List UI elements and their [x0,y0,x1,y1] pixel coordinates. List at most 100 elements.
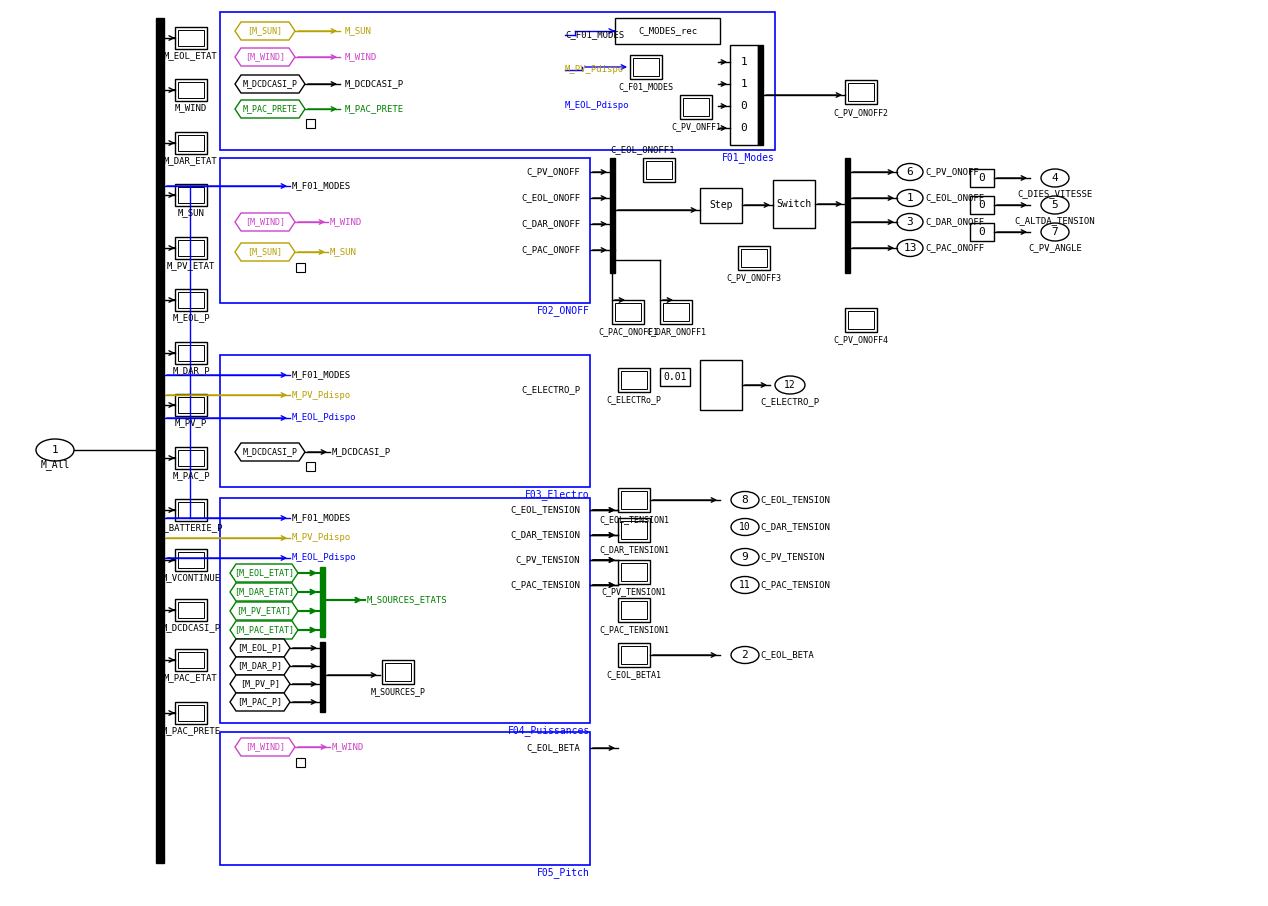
Bar [178,450,204,466]
Bar [621,371,647,389]
Text: C_EOL_ONOFF: C_EOL_ONOFF [924,194,984,203]
Text: [M_SUN]: [M_SUN] [247,247,283,256]
Text: 1: 1 [907,193,913,203]
Bar [221,732,590,865]
Bar [178,397,204,413]
Text: C_DAR_ONOFF: C_DAR_ONOFF [924,217,984,226]
Text: [M_EOL_P]: [M_EOL_P] [237,643,283,652]
Text: F03_Electro: F03_Electro [525,489,590,500]
Bar [295,758,306,767]
Text: [M_SUN]: [M_SUN] [247,26,283,35]
Text: M_PAC_PRETE: M_PAC_PRETE [161,727,221,736]
Ellipse shape [896,239,923,256]
Text: C_EOL_TENSION: C_EOL_TENSION [760,496,829,505]
Text: C_EOL_BETA: C_EOL_BETA [760,651,814,660]
Bar [178,602,204,618]
Text: C_PV_TENSION: C_PV_TENSION [516,555,579,564]
Bar [175,132,207,154]
Text: C_EOL_TENSION: C_EOL_TENSION [510,506,579,515]
Polygon shape [230,602,298,620]
Text: M_PAC_ETAT: M_PAC_ETAT [164,673,218,682]
Polygon shape [230,693,290,711]
Text: F05_Pitch: F05_Pitch [538,867,590,878]
Text: C_PV_ANGLE: C_PV_ANGLE [1028,244,1082,253]
Bar [175,394,207,416]
Text: C_EOL_ONOFF1: C_EOL_ONOFF1 [610,146,675,155]
Bar [741,249,767,267]
Text: 12: 12 [784,380,796,390]
Text: M_EOL_Pdispo: M_EOL_Pdispo [292,554,356,563]
Bar [320,567,325,637]
Text: C_PAC_TENSION1: C_PAC_TENSION1 [598,625,670,634]
Polygon shape [230,657,290,675]
Text: C_PAC_ONOFF1: C_PAC_ONOFF1 [598,327,658,336]
Text: C_EOL_BETA1: C_EOL_BETA1 [606,670,662,680]
Text: M_PV_Pdispo: M_PV_Pdispo [566,65,624,74]
Text: M_DCDCASI_P: M_DCDCASI_P [161,623,221,632]
Text: C_PV_ONOFF: C_PV_ONOFF [526,168,579,177]
Bar [621,521,647,539]
Text: C_PAC_ONOFF: C_PAC_ONOFF [924,244,984,253]
Bar [175,79,207,101]
Bar [621,491,647,509]
Bar [621,563,647,581]
Text: [M_PV_P]: [M_PV_P] [240,680,280,689]
Text: C_PV_ONOFF: C_PV_ONOFF [924,168,979,177]
Bar [633,58,659,76]
Bar [178,705,204,721]
Bar [221,12,775,150]
Text: M_PV_Pdispo: M_PV_Pdispo [292,534,351,543]
Bar [382,660,413,684]
Bar [178,30,204,46]
Bar [700,188,742,223]
Text: C_PV_ONOFF3: C_PV_ONOFF3 [727,274,781,283]
Bar [738,246,770,270]
Text: C_MODES_rec: C_MODES_rec [638,26,697,35]
Ellipse shape [896,163,923,180]
Bar [621,601,647,619]
Text: 8: 8 [742,495,748,505]
Bar [612,300,644,324]
Text: C_DAR_ONOFF: C_DAR_ONOFF [521,219,579,228]
Text: 4: 4 [1051,173,1059,183]
Bar [618,643,650,667]
Text: M_SOURCES_ETATS: M_SOURCES_ETATS [366,595,448,604]
Bar [178,345,204,361]
Bar [645,161,672,179]
Text: 1: 1 [741,57,747,67]
Ellipse shape [1041,169,1069,187]
Bar [178,187,204,203]
Text: [M_PAC_P]: [M_PAC_P] [237,698,283,707]
Text: M_DAR_ETAT: M_DAR_ETAT [164,157,218,166]
Text: M_WIND: M_WIND [175,103,207,112]
Bar [221,355,590,487]
Text: C_PV_ONFF1: C_PV_ONFF1 [671,122,721,131]
Text: M_DCDCASI_P: M_DCDCASI_P [242,448,298,457]
Text: M_PV_Pdispo: M_PV_Pdispo [292,390,351,400]
Bar [306,119,314,128]
Text: 0: 0 [979,200,985,210]
Text: Switch: Switch [776,199,812,209]
Text: [M_DAR_ETAT]: [M_DAR_ETAT] [235,587,294,596]
Text: M_SUN: M_SUN [178,208,204,217]
Bar [661,368,690,386]
Text: C_PV_TENSION: C_PV_TENSION [760,553,824,562]
Text: [M_PAC_ETAT]: [M_PAC_ETAT] [235,625,294,634]
Bar [385,663,411,681]
Ellipse shape [36,439,74,461]
Text: C_DAR_TENSION: C_DAR_TENSION [510,531,579,539]
Bar [615,303,642,321]
Polygon shape [235,75,306,93]
Bar [844,158,850,273]
Polygon shape [235,22,295,40]
Text: 0: 0 [979,227,985,237]
Text: 6: 6 [907,167,913,177]
Text: M_PAC_PRETE: M_PAC_PRETE [345,104,404,113]
Text: C_ELECTRo_P: C_ELECTRo_P [606,396,662,404]
Bar [618,518,650,542]
Text: M_WIND: M_WIND [345,53,378,62]
Polygon shape [235,48,295,66]
Text: C_EOL_BETA: C_EOL_BETA [526,744,579,753]
Bar [175,342,207,364]
Bar [730,45,758,145]
